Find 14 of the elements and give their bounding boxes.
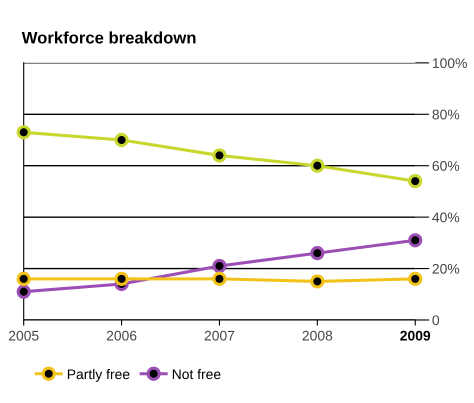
x-tick-label: 2005 [8, 330, 39, 341]
y-tick-label: 20% [432, 264, 460, 274]
y-tick-label: 60% [432, 161, 460, 171]
legend-label: Partly free [68, 368, 130, 382]
x-tick-label: 2006 [106, 330, 136, 341]
y-tick-label: 40% [432, 212, 460, 222]
chart-title: Workforce breakdown [22, 31, 196, 44]
x-tick-label: 2007 [204, 330, 234, 341]
y-tick-label: 0 [432, 315, 440, 326]
y-tick-label: 80% [432, 110, 460, 120]
y-tick-label: 100% [432, 58, 467, 68]
x-tick-label: 2008 [302, 330, 332, 341]
legend-label: Not free [172, 368, 220, 380]
x-tick-label: 2009 [400, 330, 430, 341]
